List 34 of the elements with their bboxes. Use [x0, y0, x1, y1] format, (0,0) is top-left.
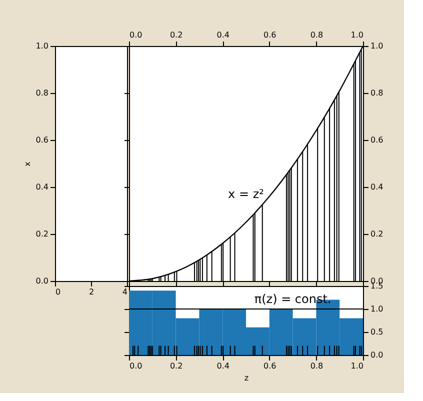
x-tick-label: 4 — [122, 288, 128, 296]
y-tick-label: 0.8 — [36, 88, 48, 98]
y-axis-title: x — [22, 161, 32, 166]
x-tick-label: 0.6 — [264, 362, 276, 370]
y-tick-label: 0.5 — [370, 328, 384, 336]
y-tick-label: 0.2 — [370, 230, 384, 238]
x-tick-label: 0.8 — [310, 30, 324, 40]
y-tick-label: 0.2 — [36, 230, 48, 238]
x-tick-label: 0.4 — [216, 30, 230, 40]
ref-line-label: π(z) = const. — [254, 292, 332, 306]
x-axis-title: z — [244, 374, 249, 382]
y-tick-label: 0.6 — [36, 136, 48, 144]
y-tick-label: 1.0 — [370, 304, 384, 314]
y-tick-label: 0.6 — [370, 136, 384, 144]
x-tick-label: 0.8 — [310, 362, 324, 370]
x-tick-label: 2 — [88, 288, 94, 296]
y-tick-label: 0.4 — [36, 182, 48, 192]
x-tick-label: 0 — [56, 288, 61, 296]
y-tick-label: 0.8 — [370, 88, 384, 98]
x-tick-label: 1.0 — [350, 30, 364, 40]
x-tick-label: 0.0 — [130, 30, 142, 40]
y-tick-label: 0.0 — [36, 276, 48, 286]
x-tick-label: 1.0 — [350, 362, 364, 370]
y-tick-label: 0.0 — [370, 276, 384, 286]
x-tick-label: 0.2 — [170, 30, 183, 40]
y-tick-label: 0.4 — [370, 182, 384, 192]
y-tick-label: 1.0 — [36, 42, 48, 50]
x-tick-label: 0.2 — [170, 362, 183, 370]
x-tick-label: 0.6 — [264, 30, 276, 40]
y-tick-label: 1.0 — [370, 42, 384, 50]
y-tick-label: 0.0 — [370, 350, 384, 360]
annotation: x = z² — [228, 187, 264, 202]
x-tick-label: 0.0 — [130, 362, 142, 370]
x-tick-label: 0.4 — [216, 362, 230, 370]
